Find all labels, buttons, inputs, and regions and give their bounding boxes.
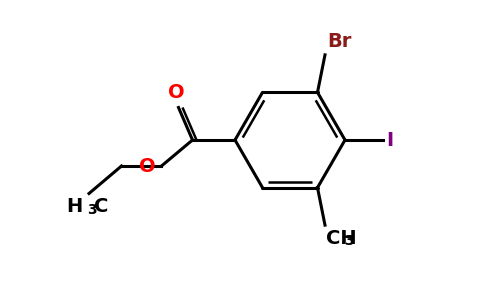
- Text: CH: CH: [326, 229, 357, 248]
- Text: O: O: [139, 158, 155, 176]
- Text: 3: 3: [344, 234, 354, 248]
- Text: C: C: [94, 197, 108, 217]
- Text: 3: 3: [87, 202, 97, 217]
- Text: I: I: [387, 130, 393, 149]
- Text: H: H: [67, 197, 83, 217]
- Text: Br: Br: [328, 32, 352, 51]
- Text: O: O: [167, 82, 184, 101]
